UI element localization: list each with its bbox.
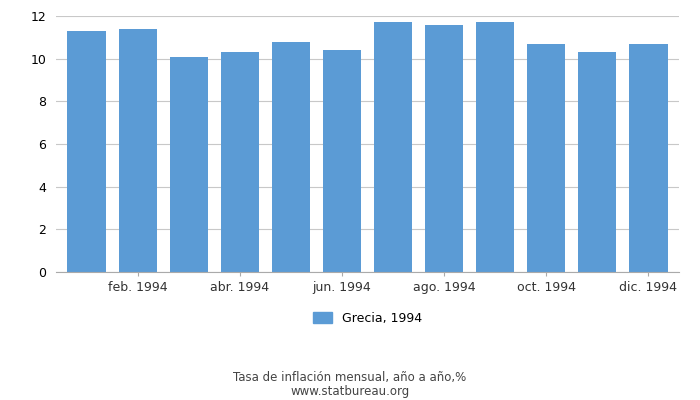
Bar xyxy=(118,29,157,272)
Bar xyxy=(323,50,361,272)
Bar xyxy=(578,52,617,272)
Bar xyxy=(67,31,106,272)
Bar xyxy=(272,42,310,272)
Text: www.statbureau.org: www.statbureau.org xyxy=(290,386,410,398)
Bar xyxy=(374,22,412,272)
Bar xyxy=(527,44,566,272)
Bar xyxy=(629,44,668,272)
Bar xyxy=(169,56,208,272)
Text: Tasa de inflación mensual, año a año,%: Tasa de inflación mensual, año a año,% xyxy=(233,372,467,384)
Bar xyxy=(476,22,514,272)
Bar xyxy=(425,24,463,272)
Legend: Grecia, 1994: Grecia, 1994 xyxy=(313,312,422,324)
Bar xyxy=(220,52,259,272)
